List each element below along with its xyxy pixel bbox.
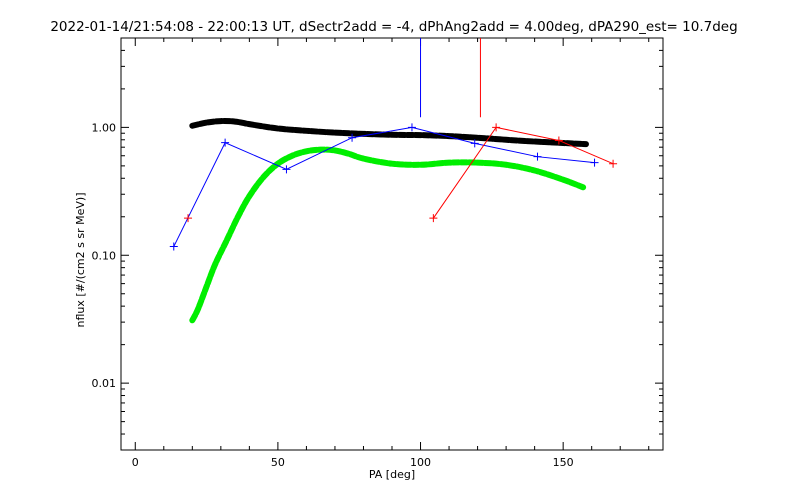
x-tick-label: 100 bbox=[410, 456, 431, 469]
smooth-fit-series bbox=[189, 146, 587, 324]
data-series-line bbox=[432, 126, 614, 219]
x-tick-label: 150 bbox=[553, 456, 574, 469]
data-series-line bbox=[173, 126, 595, 247]
data-point-marker bbox=[169, 242, 178, 251]
x-tick-label: 0 bbox=[132, 456, 139, 469]
data-point-marker bbox=[590, 158, 599, 167]
data-point-marker bbox=[609, 159, 618, 168]
data-point-marker bbox=[348, 133, 357, 142]
chart-title: 2022-01-14/21:54:08 - 22:00:13 UT, dSect… bbox=[50, 19, 737, 35]
y-tick-label: 0.10 bbox=[92, 249, 117, 262]
x-tick-label: 50 bbox=[271, 456, 285, 469]
y-tick-label: 1.00 bbox=[92, 121, 117, 134]
data-point-marker bbox=[407, 123, 416, 132]
data-point-marker bbox=[492, 123, 501, 132]
smooth-fit-series bbox=[189, 118, 589, 148]
x-axis-label: PA [deg] bbox=[369, 468, 415, 481]
y-axis-label: nflux [#/(cm2 s sr MeV)] bbox=[74, 193, 87, 328]
y-tick-label: 0.01 bbox=[92, 377, 117, 390]
data-point-marker bbox=[533, 152, 542, 161]
data-point-marker bbox=[184, 214, 193, 223]
plot-frame bbox=[120, 37, 664, 451]
data-point-marker bbox=[554, 136, 563, 145]
data-point-marker bbox=[221, 138, 230, 147]
data-point-marker bbox=[429, 214, 438, 223]
data-point-marker bbox=[470, 139, 479, 148]
data-point-marker bbox=[282, 165, 291, 174]
